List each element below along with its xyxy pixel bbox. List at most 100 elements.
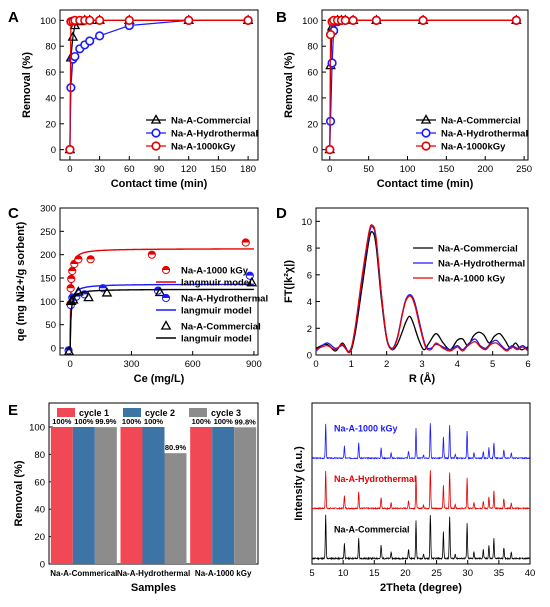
x-tick-label: 0 (327, 164, 332, 175)
data-point (74, 255, 83, 264)
bar-value-label: 100% (144, 417, 164, 426)
legend-marker (150, 114, 162, 124)
y-tick-label: 80 (34, 450, 45, 461)
x-category-label: Na-A-1000 kGy (195, 569, 252, 578)
data-point (101, 287, 113, 297)
panel-F-frame (311, 402, 531, 565)
panel-label-A: A (8, 9, 19, 26)
data-point (83, 291, 94, 302)
x-tick-label: 20 (400, 568, 411, 579)
x-tick-label: 90 (154, 164, 165, 175)
y-axis-title: qe (mg Ni2+/g sorbent) (15, 221, 27, 341)
y-tick-label: 60 (45, 68, 56, 79)
legend-label: cycle 3 (211, 408, 241, 418)
bar-value-label: 100% (52, 417, 72, 426)
y-tick-label: 80 (307, 42, 318, 53)
data-point-half (246, 272, 254, 276)
x-tick-label: 1 (349, 359, 354, 370)
bar (212, 427, 235, 564)
data-point (65, 295, 77, 305)
data-point (154, 286, 166, 297)
data-point (327, 58, 337, 68)
data-point (68, 266, 77, 276)
legend-label: Na-A-Hydrothermal (171, 129, 258, 140)
xrd-pattern (311, 423, 531, 460)
bar-value-label: 80.9% (165, 443, 187, 452)
data-point (86, 255, 95, 264)
legend-label: cycle 2 (145, 408, 175, 418)
x-axis-title: R (Å) (409, 372, 436, 385)
bar (234, 427, 257, 564)
x-tick-label: 100 (400, 164, 416, 175)
y-tick-label: 40 (307, 93, 318, 104)
legend-marker-half (162, 266, 170, 270)
legend-marker (421, 141, 431, 151)
y-tick-label: 20 (45, 119, 56, 130)
x-tick-label: 150 (210, 164, 226, 175)
data-point (325, 145, 335, 155)
y-tick-label: 0 (40, 560, 45, 571)
series-line (315, 230, 529, 353)
data-point-half (99, 284, 107, 289)
series-label: Na-A-Commercial (334, 524, 410, 534)
series-line (315, 224, 529, 354)
x-tick-label: 5 (309, 568, 314, 579)
legend-label: Na-A-Hydrothermal (438, 259, 525, 270)
y-axis-title: Removal (%) (13, 460, 25, 526)
x-tick-label: 15 (369, 568, 380, 579)
data-point (67, 274, 76, 284)
x-category-label: Na-A-Commerical (50, 569, 117, 578)
xrd-pattern (311, 470, 531, 510)
x-tick-label: 5 (490, 359, 495, 370)
data-point (66, 284, 75, 293)
legend-label: Na-A-Hydrothermal (441, 129, 528, 140)
x-tick-label: 0 (68, 359, 73, 370)
data-point (184, 15, 194, 25)
bar (72, 427, 95, 564)
legend-label: Na-A-Commercial (438, 244, 518, 255)
y-tick-label: 60 (307, 68, 318, 79)
data-point-half (242, 238, 250, 243)
x-tick-label: 150 (438, 164, 454, 175)
data-point (147, 250, 156, 259)
x-tick-label: 250 (516, 164, 532, 175)
panel-B-frame (321, 9, 529, 161)
legend-label: cycle 1 (79, 408, 109, 418)
data-point (73, 286, 84, 296)
legend-marker (420, 114, 432, 124)
data-point-half (87, 255, 95, 260)
y-tick-label: 0 (313, 145, 318, 156)
y-tick-label: 100 (40, 16, 56, 27)
bar-value-label: 99.9% (95, 417, 117, 426)
x-tick-label: 200 (477, 164, 493, 175)
legend-label: Na-A-Commercial (171, 116, 251, 127)
data-point-half (74, 255, 82, 260)
data-point-half (148, 251, 156, 255)
y-tick-label: 250 (40, 227, 56, 238)
y-axis-title: Intensity (a.u.) (293, 446, 305, 521)
data-point (85, 15, 95, 25)
legend-label: Na-A-Hydrothermal (181, 294, 268, 305)
x-tick-label: 6 (525, 359, 530, 370)
legend-marker (151, 141, 161, 151)
y-tick-label: 2 (307, 324, 312, 335)
x-tick-label: 120 (181, 164, 197, 175)
x-axis-title: 2Theta (degree) (380, 582, 462, 594)
y-tick-label: 300 (40, 204, 56, 215)
legend-fit-label: langmuir model (181, 278, 252, 289)
x-tick-label: 50 (363, 164, 374, 175)
x-tick-label: 10 (338, 568, 349, 579)
bar (120, 427, 143, 564)
x-tick-label: 35 (494, 568, 505, 579)
y-axis-title: Removal (%) (283, 52, 295, 118)
bar-value-label: 100% (122, 417, 142, 426)
bar (142, 427, 165, 564)
data-point-half (68, 267, 76, 271)
data-point-half (67, 275, 75, 279)
legend-marker (151, 128, 161, 138)
data-point-half (67, 284, 75, 289)
y-tick-label: 200 (40, 250, 56, 261)
data-point (511, 15, 521, 25)
legend-swatch (57, 408, 75, 417)
x-tick-label: 3 (419, 359, 424, 370)
